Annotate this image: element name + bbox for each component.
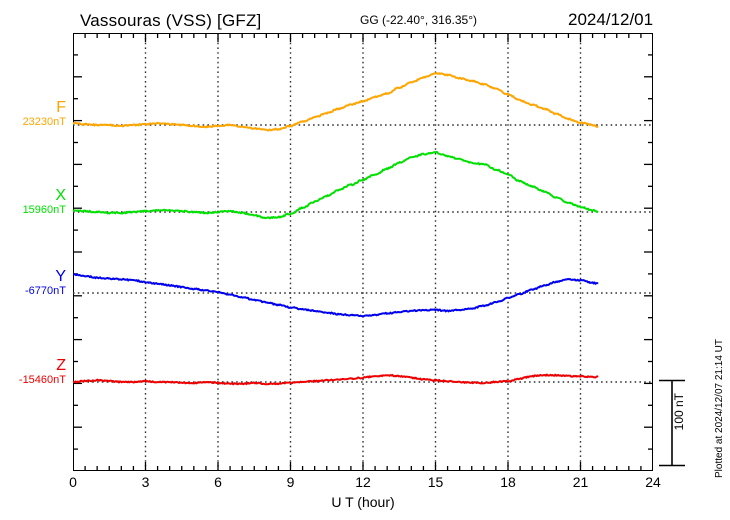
trace-group: [73, 72, 599, 386]
component-name-Z: Z: [56, 357, 66, 374]
x-axis-title: U T (hour): [331, 494, 395, 510]
component-baseline-F: 23230nT: [22, 116, 66, 128]
geographic-coordinates: GG (-22.40°, 316.35°): [360, 13, 477, 27]
x-tick-6: 6: [214, 474, 222, 490]
x-tick-21: 21: [572, 474, 589, 490]
axis-ticks: [73, 33, 653, 471]
component-baseline-Y: -6770nT: [25, 285, 66, 297]
x-tick-18: 18: [500, 474, 516, 490]
component-name-X: X: [55, 187, 66, 204]
x-tick-15: 15: [427, 474, 444, 490]
x-tick-24: 24: [645, 474, 661, 490]
plot-date: 2024/12/01: [568, 10, 654, 29]
x-tick-12: 12: [355, 474, 371, 490]
component-name-Y: Y: [55, 268, 66, 285]
component-label-Z: Z -15460nT: [4, 357, 66, 387]
component-label-F: F 23230nT: [4, 99, 66, 129]
scale-bar-label: 100 nT: [672, 393, 686, 431]
magnetogram-plot: [73, 33, 653, 471]
x-tick-3: 3: [141, 474, 150, 490]
component-label-X: X 15960nT: [4, 187, 66, 217]
component-baseline-Z: -15460nT: [18, 374, 66, 386]
plotted-timestamp: Plotted at 2024/12/07 21:14 UT: [714, 339, 725, 478]
page-title: Vassouras (VSS) [GFZ]: [80, 11, 262, 30]
vertical-gridlines: [144, 33, 582, 471]
x-tick-9: 9: [286, 474, 295, 490]
component-baseline-X: 15960nT: [22, 204, 66, 216]
component-label-Y: Y -6770nT: [4, 268, 66, 298]
component-name-F: F: [56, 99, 66, 116]
x-tick-0: 0: [69, 474, 77, 490]
scale-bar: [659, 379, 685, 467]
